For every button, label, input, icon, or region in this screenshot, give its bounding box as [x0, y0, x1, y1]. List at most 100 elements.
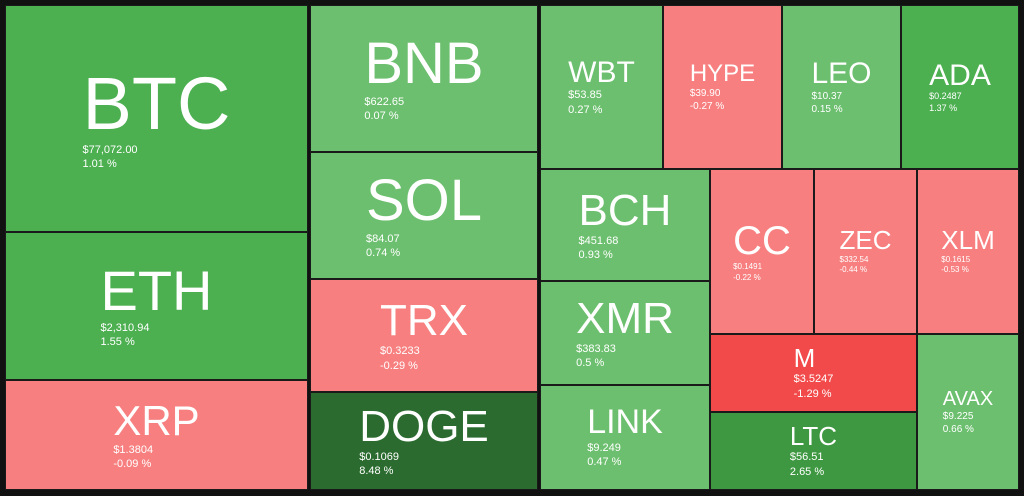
tile-content: DOGE $0.1069 8.48 %: [359, 401, 489, 479]
tile-change: 0.47 %: [587, 456, 622, 469]
tile[interactable]: LTC $56.51 2.65 %: [710, 412, 917, 490]
tile-price: $0.1069: [359, 450, 399, 463]
tile[interactable]: TRX $0.3233 -0.29 %: [310, 279, 538, 392]
tile-symbol: XLM: [941, 225, 995, 256]
tile[interactable]: WBT $53.85 0.27 %: [540, 5, 663, 169]
tile-symbol: ADA: [929, 58, 991, 92]
tile-price: $3.5247: [793, 373, 834, 386]
tile-change: 0.07 %: [364, 109, 399, 122]
tile-change: -0.44 %: [839, 265, 868, 275]
tile-symbol: LINK: [587, 403, 663, 442]
tile-symbol: WBT: [568, 55, 635, 89]
tile-content: TRX $0.3233 -0.29 %: [380, 296, 468, 373]
tile-price: $39.90: [689, 87, 721, 99]
tile-price: $10.37: [811, 90, 843, 102]
tile-price: $0.3233: [380, 345, 420, 358]
tile-price: $53.85: [568, 89, 602, 102]
tile[interactable]: XMR $383.83 0.5 %: [540, 281, 710, 385]
tile-content: ZEC $332.54 -0.44 %: [840, 227, 892, 275]
tile-content: ETH $2,310.94 1.55 %: [100, 259, 213, 349]
tile-change: -0.22 %: [733, 272, 761, 282]
tile-content: XMR $383.83 0.5 %: [576, 293, 674, 371]
tile-change: 0.27 %: [568, 103, 603, 116]
tile-content: LTC $56.51 2.65 %: [789, 421, 838, 479]
tile-symbol: BNB: [364, 30, 484, 96]
tile-symbol: ETH: [100, 259, 213, 323]
tile-price: $1.3804: [113, 443, 154, 456]
tile-symbol: DOGE: [359, 401, 489, 451]
tile-content: LINK $9.249 0.47 %: [587, 405, 663, 469]
tile[interactable]: ETH $2,310.94 1.55 %: [5, 232, 308, 380]
tile-change: -0.53 %: [941, 265, 969, 275]
tile[interactable]: XLM $0.1615 -0.53 %: [917, 169, 1019, 334]
tile[interactable]: BCH $451.68 0.93 %: [540, 169, 710, 281]
tile[interactable]: BTC $77,072.00 1.01 %: [5, 5, 308, 232]
tile-change: 8.48 %: [359, 465, 394, 478]
tile-symbol: HYPE: [689, 60, 756, 88]
tile-change: -0.29 %: [380, 359, 418, 372]
tile-change: -1.29 %: [793, 387, 832, 400]
tile-change: 0.93 %: [578, 249, 613, 262]
tile-symbol: SOL: [365, 167, 483, 233]
tile-content: XLM $0.1615 -0.53 %: [941, 227, 994, 275]
tile-change: -0.27 %: [689, 100, 725, 112]
tile-change: 1.37 %: [929, 102, 958, 113]
tile-content: BNB $622.65 0.07 %: [364, 30, 484, 123]
tile-content: BTC $77,072.00 1.01 %: [83, 65, 231, 171]
tile-content: XRP $1.3804 -0.09 %: [113, 396, 200, 472]
tile-price: $383.83: [576, 342, 616, 355]
tile-symbol: ZEC: [839, 225, 892, 256]
tile-price: $77,072.00: [82, 144, 138, 157]
tile-price: $9.225: [942, 410, 974, 422]
tile-price: $0.1491: [733, 262, 763, 272]
tile[interactable]: LINK $9.249 0.47 %: [540, 385, 710, 490]
tile-change: 0.5 %: [576, 357, 605, 370]
tile-symbol: LTC: [789, 421, 838, 452]
tile-content: BCH $451.68 0.93 %: [578, 185, 672, 263]
tile-price: $332.54: [839, 254, 869, 264]
tile-change: 0.74 %: [365, 246, 401, 259]
tile-symbol: LEO: [811, 57, 872, 91]
tile[interactable]: BNB $622.65 0.07 %: [310, 5, 538, 152]
tile-symbol: AVAX: [942, 387, 994, 410]
tile-content: ADA $0.2487 1.37 %: [929, 60, 991, 115]
tile-symbol: TRX: [380, 296, 468, 346]
tile[interactable]: AVAX $9.225 0.66 %: [917, 334, 1019, 490]
tile-content: M $3.5247 -1.29 %: [793, 343, 834, 401]
tile-change: -0.09 %: [113, 458, 152, 471]
tile-change: 2.65 %: [789, 465, 825, 478]
tile-symbol: BTC: [82, 62, 231, 146]
tile-symbol: M: [793, 343, 816, 374]
tile-content: WBT $53.85 0.27 %: [568, 57, 635, 117]
tile-price: $9.249: [587, 442, 621, 455]
tile[interactable]: XRP $1.3804 -0.09 %: [5, 380, 308, 490]
tile-content: HYPE $39.90 -0.27 %: [690, 61, 755, 112]
tile-symbol: XMR: [576, 293, 674, 343]
tile-price: $622.65: [364, 95, 405, 108]
tile-symbol: BCH: [578, 185, 672, 235]
tile-price: $0.2487: [929, 91, 962, 102]
tile[interactable]: DOGE $0.1069 8.48 %: [310, 392, 538, 490]
tile-content: CC $0.1491 -0.22 %: [733, 220, 791, 283]
tile-content: LEO $10.37 0.15 %: [811, 58, 871, 116]
tile-content: SOL $84.07 0.74 %: [365, 167, 483, 260]
tile-change: 0.66 %: [942, 423, 974, 435]
tile[interactable]: CC $0.1491 -0.22 %: [710, 169, 814, 334]
tile-content: AVAX $9.225 0.66 %: [942, 387, 994, 436]
tile[interactable]: ADA $0.2487 1.37 %: [901, 5, 1019, 169]
tile-price: $0.1615: [941, 254, 971, 264]
tile[interactable]: ZEC $332.54 -0.44 %: [814, 169, 917, 334]
tile-price: $84.07: [365, 232, 400, 245]
tile[interactable]: M $3.5247 -1.29 %: [710, 334, 917, 412]
tile-symbol: XRP: [113, 396, 200, 444]
tile-symbol: CC: [733, 219, 791, 264]
tile-change: 0.15 %: [811, 103, 843, 115]
tile-price: $451.68: [578, 234, 619, 247]
tile[interactable]: SOL $84.07 0.74 %: [310, 152, 538, 279]
tile[interactable]: LEO $10.37 0.15 %: [782, 5, 901, 169]
tile-price: $2,310.94: [100, 322, 150, 335]
tile-change: 1.01 %: [82, 158, 117, 171]
tile-price: $56.51: [789, 451, 824, 464]
tile[interactable]: HYPE $39.90 -0.27 %: [663, 5, 782, 169]
